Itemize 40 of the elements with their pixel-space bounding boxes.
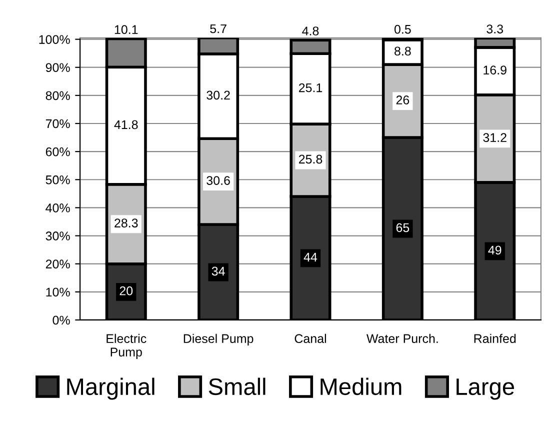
y-tick-label: 90% (46, 63, 70, 72)
data-label: 16.9 (484, 66, 506, 75)
x-tick-label: Rainfed (474, 334, 516, 344)
y-tick-label: 10% (46, 288, 70, 297)
y-tick-label: 0% (52, 316, 70, 325)
y-tick-label: 70% (46, 119, 70, 128)
data-label: 3.3 (486, 24, 504, 34)
data-label: 20 (120, 286, 133, 296)
legend-label: Medium (320, 378, 402, 396)
y-tick-label: 60% (46, 147, 70, 156)
data-label: 5.7 (210, 24, 226, 34)
data-label: 44 (304, 252, 318, 262)
data-label: 10.1 (114, 25, 138, 34)
x-tick-label: Water Purch. (366, 334, 438, 344)
data-label: 26 (396, 96, 410, 104)
data-label: 34 (212, 266, 225, 276)
data-label: 31.2 (483, 133, 506, 142)
y-tick-label: 80% (46, 91, 70, 100)
legend-label: Marginal (67, 378, 154, 400)
data-label: 8.8 (394, 46, 411, 56)
data-label: 30.6 (206, 176, 230, 185)
x-tick-label: Diesel Pump (184, 334, 254, 346)
x-tick-label: Electric Pump (106, 334, 146, 359)
data-label: 28.3 (114, 218, 138, 228)
y-tick-label: 30% (46, 232, 70, 240)
data-label: 41.8 (114, 120, 138, 130)
data-label: 25.1 (298, 83, 322, 92)
x-tick-label: Canal (294, 334, 326, 344)
data-label: 25.8 (298, 154, 322, 164)
legend-label: Small (208, 378, 266, 396)
data-label: 65 (396, 223, 410, 232)
legend-label: Large (456, 378, 514, 400)
y-tick-label: 50% (46, 175, 70, 184)
y-tick-label: 40% (46, 203, 70, 212)
y-tick-label: 100% (39, 35, 70, 44)
data-label: 49 (488, 246, 502, 255)
data-label: 4.8 (302, 26, 319, 36)
y-tick-label: 20% (46, 260, 70, 268)
data-label: 30.2 (206, 90, 230, 100)
data-label: 0.5 (394, 24, 411, 34)
